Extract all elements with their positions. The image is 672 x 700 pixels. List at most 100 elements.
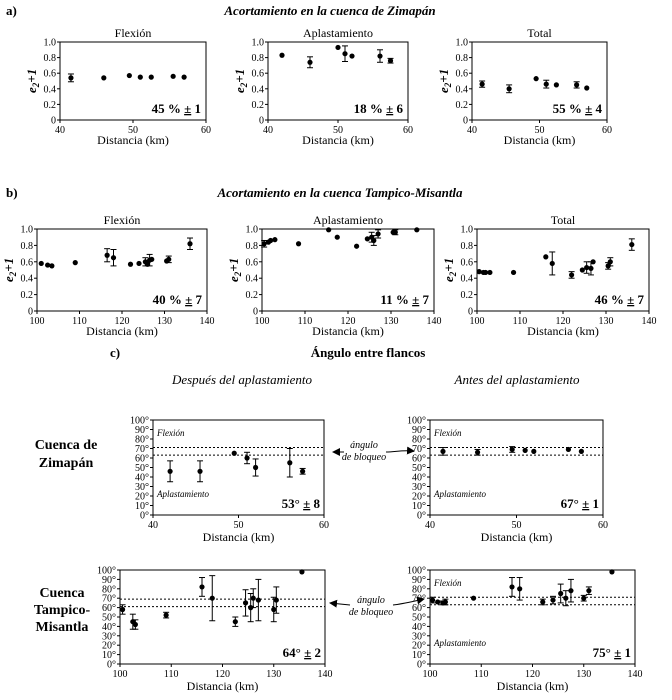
percent-uncertainty: 6	[393, 101, 403, 116]
data-point	[110, 255, 117, 261]
data-point	[132, 621, 138, 628]
aplastamiento-label: Aplastamiento	[156, 489, 209, 499]
y-tick-label: 0.8	[44, 53, 57, 64]
panel-title: Aplastamiento	[313, 213, 383, 227]
y-label-e: e	[436, 87, 451, 93]
data-point	[435, 599, 441, 605]
arrow-bloqueo-2-left	[329, 599, 351, 608]
plus-minus-sign: ±	[627, 292, 634, 307]
y-tick-label: 90°	[412, 425, 426, 436]
data-point	[72, 260, 78, 266]
y-tick-label: 0	[463, 116, 468, 127]
x-tick-label: 40	[425, 520, 435, 531]
x-tick-label: 60	[319, 520, 329, 531]
data-point	[629, 241, 635, 248]
data-point	[242, 600, 249, 606]
percent-value: 55 %	[553, 101, 586, 116]
x-tick-label: 140	[427, 316, 442, 327]
angulo-label-1b: de bloqueo	[342, 452, 386, 463]
section-b-title: Acortamiento en la cuenca Tampico-Misant…	[216, 185, 463, 200]
x-tick-label: 40	[148, 520, 158, 531]
x-tick-label: 50	[333, 125, 343, 136]
data-point	[531, 448, 537, 454]
x-tick-label: 110	[164, 669, 179, 680]
data-point	[119, 606, 126, 613]
y-label-e: e	[1, 276, 16, 282]
y-tick-label: 70°	[102, 594, 116, 605]
plus-minus-sign: ±	[304, 645, 311, 660]
panel-title: Total	[527, 26, 552, 40]
data-point	[307, 59, 313, 65]
data-point	[609, 569, 615, 575]
y-label-e: e	[226, 276, 241, 282]
x-tick-label: 100	[113, 669, 128, 680]
data-point	[550, 597, 556, 603]
angulo-label-2a: ángulo	[357, 595, 385, 606]
y-tick-label: 0.8	[21, 241, 34, 252]
data-point	[170, 73, 176, 79]
data-point	[148, 74, 154, 80]
y-label-suffix: +1	[24, 69, 39, 83]
data-point	[253, 464, 259, 471]
y-tick-label: 0.4	[461, 274, 474, 285]
data-point	[522, 447, 528, 453]
data-point	[45, 262, 51, 268]
y-tick-label: 0.4	[252, 84, 265, 95]
data-point	[533, 76, 539, 82]
y-tick-label: 20°	[135, 492, 149, 503]
y-tick-label: 100°	[97, 566, 116, 577]
data-point	[136, 260, 142, 267]
data-point	[199, 584, 205, 590]
angle-uncertainty: 1	[589, 496, 599, 511]
data-point	[586, 588, 592, 594]
y-tick-label: 100°	[407, 566, 426, 577]
y-tick-label: 1.0	[246, 225, 259, 236]
data-point	[38, 260, 44, 267]
data-point	[137, 74, 143, 80]
percent-label: 46 % ± 7	[595, 292, 645, 307]
aplastamiento-label: Aplastamiento	[433, 638, 486, 648]
y-tick-label: 40°	[412, 622, 426, 633]
y-label-suffix: +1	[441, 258, 456, 272]
panel-title: Aplastamiento	[303, 26, 373, 40]
data-point	[326, 227, 332, 233]
y-tick-label: 0	[28, 307, 33, 318]
y-tick-label: 70°	[135, 444, 149, 455]
x-tick-label: 110	[298, 316, 313, 327]
data-point	[375, 231, 381, 237]
data-point	[565, 446, 572, 453]
y-tick-label: 50°	[102, 613, 116, 624]
panel-c-tampico-antes: 0°10°20°30°40°50°60°70°80°90°100° 100 110 1…	[407, 566, 643, 694]
x-axis-label: Distancia (km)	[312, 324, 384, 338]
data-point	[584, 264, 590, 271]
y-axis-label: e2+1	[226, 258, 243, 282]
y-tick-label: 50°	[135, 463, 149, 474]
aplastamiento-label: Aplastamiento	[433, 489, 486, 499]
data-point	[549, 260, 555, 267]
data-point	[163, 612, 169, 618]
data-point	[334, 234, 340, 240]
percent-label: 40 % ± 7	[153, 292, 203, 307]
y-tick-label: 0.4	[246, 274, 259, 285]
x-tick-label: 110	[72, 316, 87, 327]
y-tick-label: 0.4	[44, 84, 57, 95]
flexion-label: Flexión	[433, 578, 462, 588]
percent-label: 18 % ± 6	[354, 101, 404, 116]
plus-minus-sign: ±	[303, 496, 310, 511]
plus-minus-sign: ±	[582, 496, 589, 511]
panel-title: Flexión	[115, 26, 152, 40]
arrow-bloqueo-1-right	[385, 446, 415, 455]
x-tick-label: 50	[128, 125, 138, 136]
panel-a-total: 0 0.2 0.4 0.6 0.8 1.0 40 50 60 Distancia (km) Tota…	[436, 26, 612, 147]
y-tick-label: 0.6	[252, 69, 265, 80]
angulo-label-2b: de bloqueo	[349, 607, 393, 618]
data-point	[250, 595, 256, 601]
y-tick-label: 30°	[412, 631, 426, 642]
y-label-sub: 2	[8, 271, 18, 277]
angle-value-label: 53° ± 8	[282, 496, 321, 511]
data-point	[300, 468, 306, 474]
data-point	[387, 58, 394, 64]
data-point	[476, 269, 482, 275]
data-point	[517, 586, 523, 592]
section-b-label: b)	[6, 185, 18, 200]
